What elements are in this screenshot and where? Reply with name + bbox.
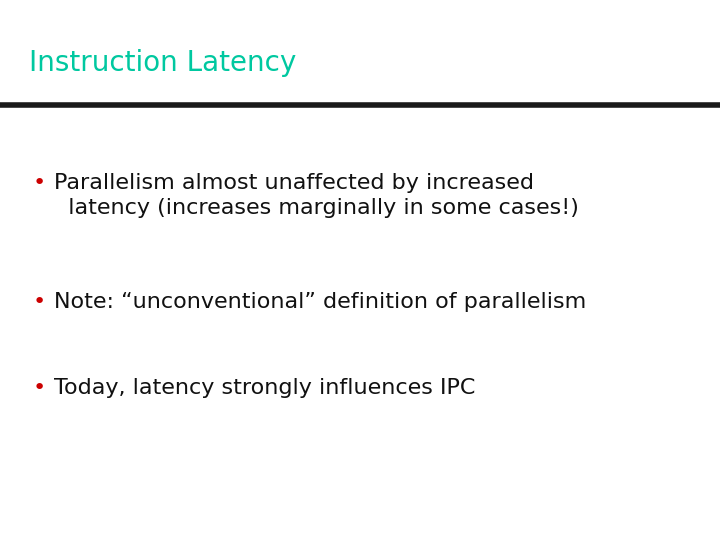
Text: Note: “unconventional” definition of parallelism: Note: “unconventional” definition of par…: [54, 292, 586, 312]
Text: •: •: [32, 173, 45, 193]
Text: Instruction Latency: Instruction Latency: [29, 49, 296, 77]
Text: •: •: [32, 292, 45, 312]
Text: •: •: [32, 378, 45, 398]
Text: Parallelism almost unaffected by increased
  latency (increases marginally in so: Parallelism almost unaffected by increas…: [54, 173, 579, 218]
Text: Today, latency strongly influences IPC: Today, latency strongly influences IPC: [54, 378, 475, 398]
